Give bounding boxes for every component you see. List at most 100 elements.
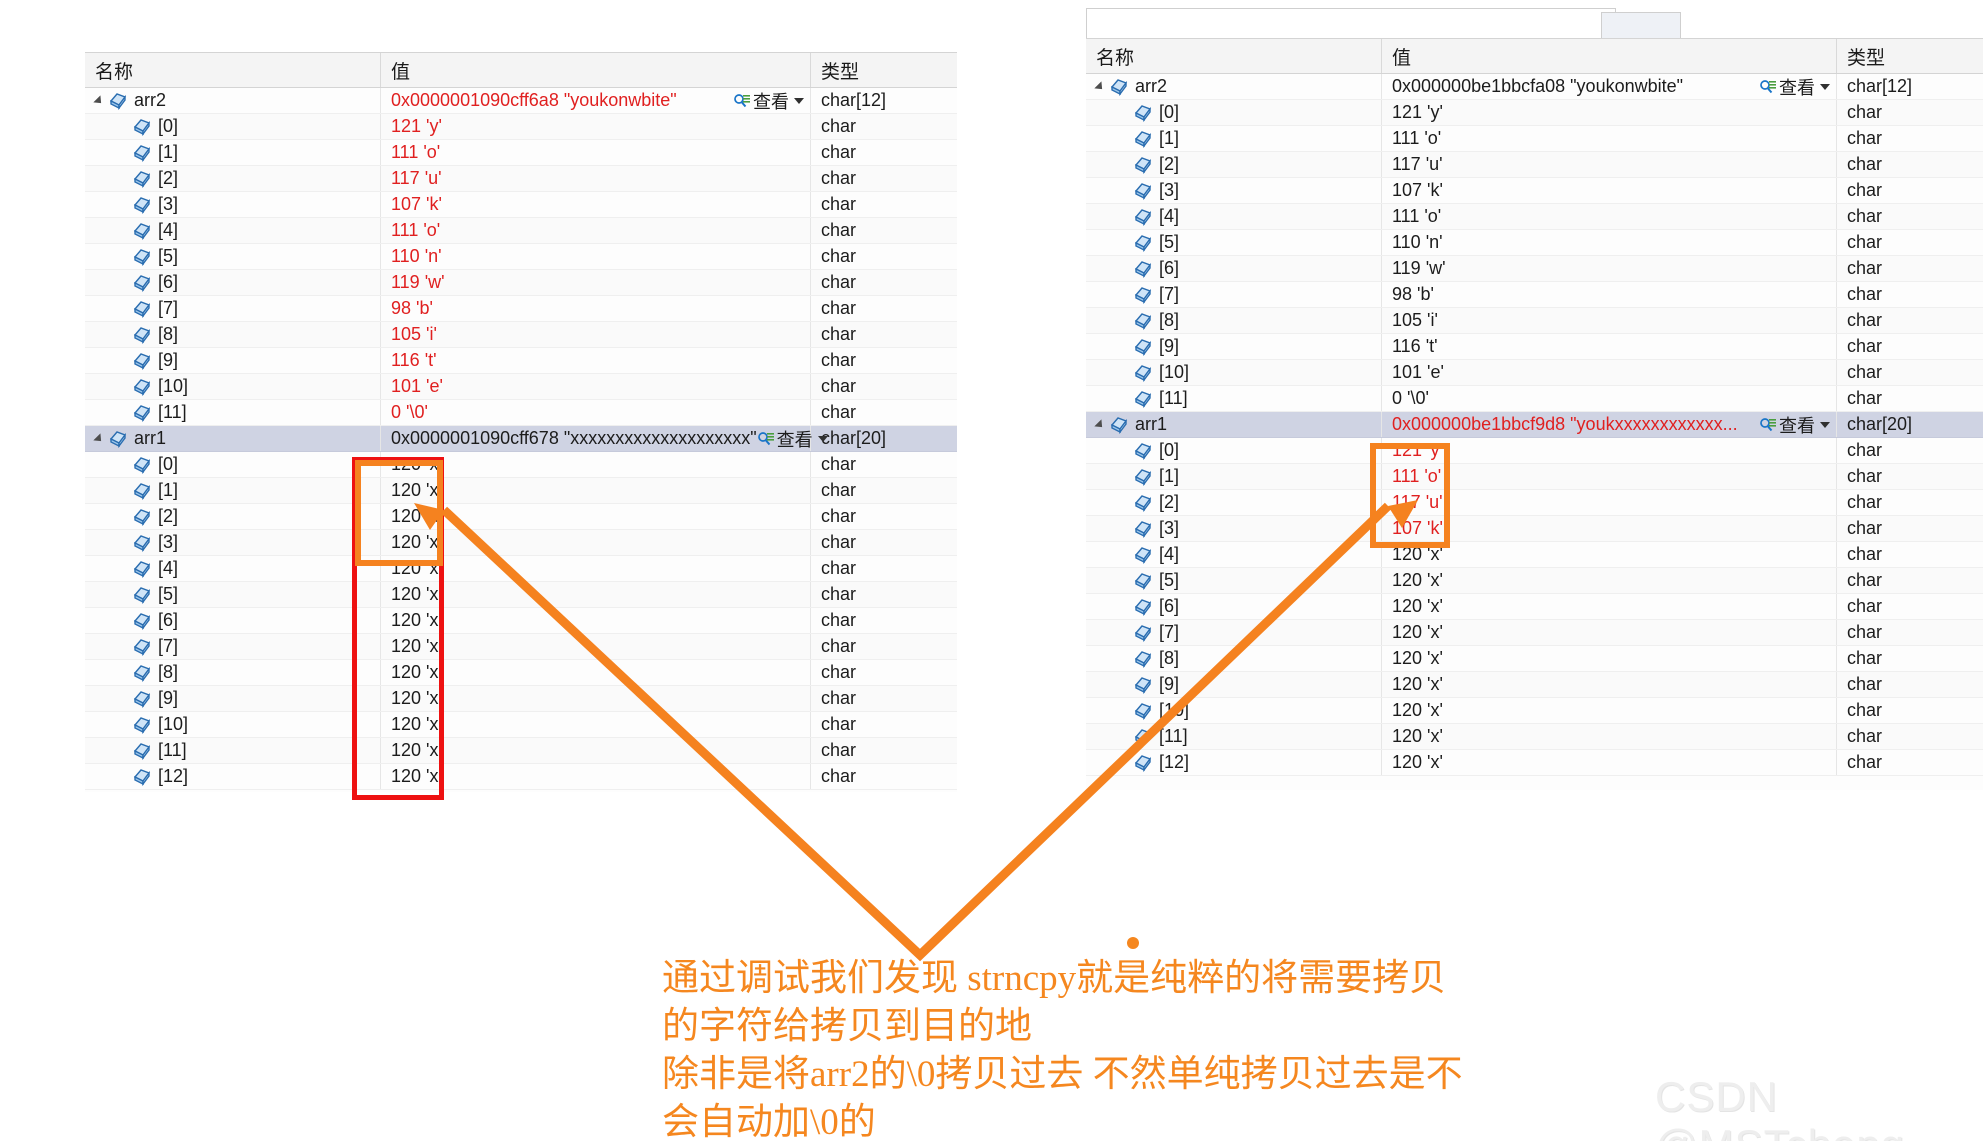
row-value-cell[interactable]: 111 'o' <box>380 218 810 243</box>
row-name-cell[interactable]: [0] <box>85 114 380 139</box>
row-value-cell[interactable]: 111 'o' <box>1381 464 1836 489</box>
row-name-cell[interactable]: [2] <box>85 166 380 191</box>
row-value-cell[interactable]: 120 'x' <box>380 556 810 581</box>
row-value-cell[interactable]: 107 'k' <box>380 192 810 217</box>
row-name-cell[interactable]: [6] <box>85 608 380 633</box>
table-row[interactable]: [3] 107 'k' char <box>1086 178 1983 204</box>
row-value-cell[interactable]: 120 'x' <box>380 478 810 503</box>
chevron-down-icon[interactable] <box>794 97 804 104</box>
row-value-cell[interactable]: 98 'b' <box>380 296 810 321</box>
row-name-cell[interactable]: [10] <box>1086 698 1381 723</box>
row-name-cell[interactable]: [4] <box>85 218 380 243</box>
row-name-cell[interactable]: [7] <box>85 634 380 659</box>
row-name-cell[interactable]: [5] <box>1086 230 1381 255</box>
row-value-cell[interactable]: 120 'x' <box>380 504 810 529</box>
row-value-cell[interactable]: 107 'k' <box>1381 178 1836 203</box>
row-value-cell[interactable]: 120 'x' <box>1381 724 1836 749</box>
row-name-cell[interactable]: [1] <box>85 140 380 165</box>
expander-triangle-icon[interactable] <box>1092 74 1108 99</box>
row-value-cell[interactable]: 110 'n' <box>1381 230 1836 255</box>
row-value-cell[interactable]: 120 'x' <box>380 738 810 763</box>
row-name-cell[interactable]: [4] <box>1086 204 1381 229</box>
table-row[interactable]: [8] 105 'i' char <box>85 322 957 348</box>
tab-stub-left[interactable] <box>1086 8 1616 38</box>
row-value-cell[interactable]: 121 'y' <box>1381 100 1836 125</box>
table-row[interactable]: [1] 111 'o' char <box>1086 126 1983 152</box>
row-value-cell[interactable]: 120 'x' <box>380 608 810 633</box>
table-row[interactable]: [9] 120 'x' char <box>85 686 957 712</box>
table-row[interactable]: [10] 120 'x' char <box>1086 698 1983 724</box>
row-value-cell[interactable]: 110 'n' <box>380 244 810 269</box>
row-name-cell[interactable]: [1] <box>1086 126 1381 151</box>
row-value-cell[interactable]: 0x000000be1bbcfa08 "youkonwbite" 查看 <box>1381 74 1836 99</box>
row-name-cell[interactable]: [9] <box>85 686 380 711</box>
table-row[interactable]: [4] 120 'x' char <box>85 556 957 582</box>
table-row[interactable]: [7] 120 'x' char <box>1086 620 1983 646</box>
row-value-cell[interactable]: 120 'x' <box>1381 646 1836 671</box>
row-value-cell[interactable]: 117 'u' <box>380 166 810 191</box>
table-row[interactable]: [10] 101 'e' char <box>1086 360 1983 386</box>
table-row[interactable]: [5] 120 'x' char <box>1086 568 1983 594</box>
row-name-cell[interactable]: [7] <box>1086 282 1381 307</box>
table-row[interactable]: [8] 105 'i' char <box>1086 308 1983 334</box>
row-name-cell[interactable]: [5] <box>1086 568 1381 593</box>
row-value-cell[interactable]: 0x000000be1bbcf9d8 "youkxxxxxxxxxxxx... 查… <box>1381 412 1836 437</box>
column-header-name[interactable]: 名称 <box>1096 47 1135 69</box>
row-value-cell[interactable]: 120 'x' <box>1381 620 1836 645</box>
row-name-cell[interactable]: [4] <box>1086 542 1381 567</box>
row-value-cell[interactable]: 117 'u' <box>1381 152 1836 177</box>
column-header-type[interactable]: 类型 <box>1836 39 1983 73</box>
row-name-cell[interactable]: [2] <box>85 504 380 529</box>
row-value-cell[interactable]: 120 'x' <box>380 452 810 477</box>
row-name-cell[interactable]: [12] <box>1086 750 1381 775</box>
table-row[interactable]: [7] 120 'x' char <box>85 634 957 660</box>
row-name-cell[interactable]: [4] <box>85 556 380 581</box>
row-value-cell[interactable]: 107 'k' <box>1381 516 1836 541</box>
row-name-cell[interactable]: [1] <box>1086 464 1381 489</box>
row-value-cell[interactable]: 120 'x' <box>1381 542 1836 567</box>
row-value-cell[interactable]: 120 'x' <box>380 582 810 607</box>
table-row[interactable]: [0] 120 'x' char <box>85 452 957 478</box>
row-name-cell[interactable]: [9] <box>1086 334 1381 359</box>
row-value-cell[interactable]: 105 'i' <box>380 322 810 347</box>
row-name-cell[interactable]: [5] <box>85 244 380 269</box>
row-name-cell[interactable]: arr2 <box>1086 74 1381 99</box>
chevron-down-icon[interactable] <box>1820 421 1830 428</box>
row-name-cell[interactable]: [6] <box>1086 594 1381 619</box>
table-row[interactable]: [1] 120 'x' char <box>85 478 957 504</box>
row-value-cell[interactable]: 120 'x' <box>1381 568 1836 593</box>
table-row[interactable]: [4] 111 'o' char <box>85 218 957 244</box>
row-value-cell[interactable]: 111 'o' <box>380 140 810 165</box>
expander-triangle-icon[interactable] <box>91 88 107 113</box>
row-value-cell[interactable]: 120 'x' <box>380 712 810 737</box>
table-row[interactable]: [8] 120 'x' char <box>85 660 957 686</box>
row-name-cell[interactable]: [10] <box>1086 360 1381 385</box>
row-name-cell[interactable]: arr1 <box>85 426 380 451</box>
row-value-cell[interactable]: 0x0000001090cff678 "xxxxxxxxxxxxxxxxxxxx… <box>380 426 828 451</box>
row-name-cell[interactable]: [12] <box>85 764 380 789</box>
row-name-cell[interactable]: [5] <box>85 582 380 607</box>
row-value-cell[interactable]: 0 '\0' <box>380 400 810 425</box>
table-row[interactable]: arr2 0x000000be1bbcfa08 "youkonwbite" 查看 ch… <box>1086 74 1983 100</box>
table-row[interactable]: [11] 120 'x' char <box>1086 724 1983 750</box>
table-row[interactable]: [7] 98 'b' char <box>85 296 957 322</box>
row-name-cell[interactable]: [3] <box>85 192 380 217</box>
row-value-cell[interactable]: 121 'y' <box>1381 438 1836 463</box>
table-row[interactable]: [12] 120 'x' char <box>85 764 957 790</box>
table-row[interactable]: [2] 120 'x' char <box>85 504 957 530</box>
row-value-cell[interactable]: 120 'x' <box>380 764 810 789</box>
table-row[interactable]: [9] 120 'x' char <box>1086 672 1983 698</box>
row-name-cell[interactable]: [2] <box>1086 490 1381 515</box>
view-value-button[interactable]: 查看 <box>1759 74 1836 100</box>
row-name-cell[interactable]: [3] <box>1086 516 1381 541</box>
table-row[interactable]: [12] 120 'x' char <box>1086 750 1983 776</box>
row-name-cell[interactable]: [0] <box>85 452 380 477</box>
table-row[interactable]: [6] 119 'w' char <box>85 270 957 296</box>
table-row[interactable]: [1] 111 'o' char <box>1086 464 1983 490</box>
row-name-cell[interactable]: [3] <box>85 530 380 555</box>
row-value-cell[interactable]: 120 'x' <box>1381 672 1836 697</box>
row-name-cell[interactable]: [6] <box>85 270 380 295</box>
table-row[interactable]: [3] 120 'x' char <box>85 530 957 556</box>
table-row[interactable]: [11] 0 '\0' char <box>85 400 957 426</box>
row-value-cell[interactable]: 117 'u' <box>1381 490 1836 515</box>
